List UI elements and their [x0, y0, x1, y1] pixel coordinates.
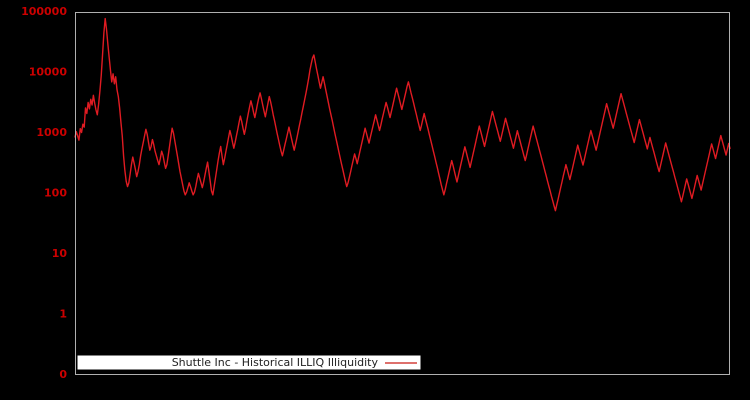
legend-label: Shuttle Inc - Historical ILLIQ Illiquidi… [172, 356, 379, 369]
data-series-line [74, 17, 731, 212]
y-axis-tick-label: 0 [59, 368, 67, 381]
plot-area-background [75, 12, 730, 375]
plot-frame-border [75, 12, 730, 375]
y-axis-tick-labels: 0 1 10 100 1000 10000 100000 [21, 5, 67, 381]
y-axis-tick-label: 1000 [36, 126, 67, 139]
chart-legend[interactable]: Shuttle Inc - Historical ILLIQ Illiquidi… [77, 355, 421, 370]
y-axis-tick-label: 10 [52, 247, 68, 260]
y-axis-tick-label: 100000 [21, 5, 67, 18]
y-axis-tick-label: 10000 [29, 66, 68, 79]
y-axis-tick-label: 100 [44, 187, 67, 200]
y-axis-tick-label: 1 [59, 308, 67, 321]
legend-background [77, 355, 421, 370]
